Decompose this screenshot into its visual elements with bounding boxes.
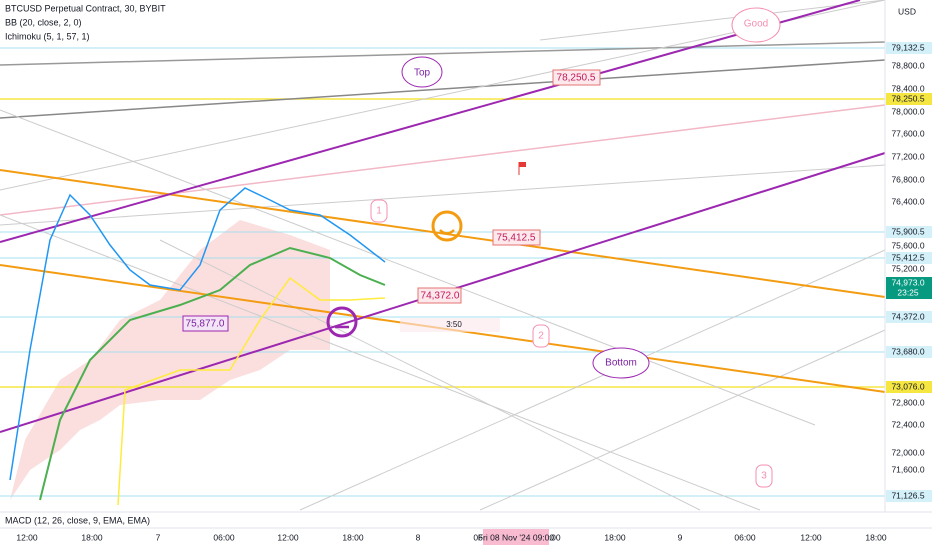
price-label: 74,372.0	[891, 311, 924, 321]
ichimoku-line	[117, 276, 386, 506]
happy-face	[431, 210, 463, 242]
price-label-box	[886, 490, 932, 502]
price-label: 72,000.0	[891, 447, 924, 457]
price-label: 78,400.0	[891, 83, 924, 93]
price-label: 76,400.0	[891, 196, 924, 206]
wave-box	[755, 464, 773, 488]
wave-label: 2	[538, 331, 544, 342]
time-label: 06:00	[213, 532, 235, 542]
time-label: 7	[156, 532, 161, 542]
indicator-label: Ichimoku (5, 1, 57, 1)	[5, 31, 90, 41]
ichimoku-cloud	[10, 220, 330, 500]
price-note-box	[552, 69, 601, 86]
price-note: 78,250.5	[557, 73, 596, 84]
wave-box	[532, 324, 550, 348]
good-bubble	[731, 7, 781, 43]
indicator-label: BB (20, close, 2, 0)	[5, 17, 82, 27]
wave-label: 1	[376, 206, 382, 217]
time-label: 06:00	[734, 532, 756, 542]
time-label: 12:00	[539, 532, 561, 542]
time-label: 18:00	[865, 532, 887, 542]
price-label: 72,800.0	[891, 397, 924, 407]
price-label: 75,412.5	[891, 252, 924, 262]
price-note-box	[182, 315, 229, 332]
price-note-box	[492, 229, 541, 246]
flag	[519, 162, 526, 167]
time-note: 3:50	[446, 320, 462, 329]
price-label: 23:25	[897, 287, 919, 297]
top-bubble	[401, 56, 443, 88]
trendlines	[0, 0, 886, 511]
price-label-box	[886, 252, 932, 264]
price-label: 77,600.0	[891, 128, 924, 138]
price-label: 72,400.0	[891, 419, 924, 429]
top-label: Top	[414, 68, 431, 79]
price-note: 75,877.0	[186, 319, 225, 330]
time-label: 18:00	[81, 532, 103, 542]
price-label-box	[886, 287, 932, 299]
time-label: 18:00	[604, 532, 626, 542]
price-label: 73,680.0	[891, 346, 924, 356]
price-label: 75,900.5	[891, 226, 924, 236]
bollinger-band	[9, 187, 386, 481]
time-label: 12:00	[800, 532, 822, 542]
price-label: 79,132.5	[891, 42, 924, 52]
time-label: 8	[416, 532, 421, 542]
price-label-box	[886, 226, 932, 238]
price-label: 75,600.0	[891, 240, 924, 250]
currency-label: USD	[898, 6, 916, 16]
price-label-box	[886, 42, 932, 54]
price-label: 76,800.0	[891, 174, 924, 184]
price-note-box	[417, 287, 462, 304]
good-label: Good	[744, 19, 768, 30]
price-label: 77,200.0	[891, 151, 924, 161]
annotations: 78,250.5 75,412.5 74,372.0 75,877.0 3:50…	[182, 7, 781, 488]
price-label: 73,076.0	[891, 381, 924, 391]
crosshair-time-box	[483, 529, 549, 545]
price-label: 75,200.0	[891, 263, 924, 273]
price-note: 75,412.5	[497, 233, 536, 244]
crosshair-time: Fri 08 Nov '24 09:00	[478, 532, 555, 542]
symbol-title: BTCUSD Perpetual Contract, 30, BYBIT	[5, 3, 166, 13]
price-note: 74,372.0	[421, 291, 460, 302]
price-label-box	[886, 277, 932, 289]
time-label: 12:00	[277, 532, 299, 542]
wave-label: 3	[761, 471, 767, 482]
time-label: 9	[678, 532, 683, 542]
bottom-bubble	[592, 347, 650, 379]
range-box	[400, 318, 500, 332]
time-label: 18:00	[342, 532, 364, 542]
price-label: 78,250.5	[891, 93, 924, 103]
neutral-face	[326, 306, 358, 338]
price-label: 78,000.0	[891, 106, 924, 116]
price-label-box	[886, 381, 932, 393]
bollinger-basis	[39, 246, 386, 501]
macd-label: MACD (12, 26, close, 9, EMA, EMA)	[5, 515, 150, 525]
price-label: 74,973.0	[891, 277, 924, 287]
price-label-box	[886, 311, 932, 323]
smile	[439, 229, 455, 235]
price-label: 71,126.5	[891, 490, 924, 500]
bottom-label: Bottom	[605, 358, 637, 369]
price-label: 78,800.0	[891, 60, 924, 70]
price-label-box	[886, 93, 932, 105]
price-label: 71,600.0	[891, 464, 924, 474]
time-label: 12:00	[16, 532, 38, 542]
wave-box	[370, 199, 388, 223]
price-labels: 79,132.5 78,800.0 78,400.078,250.5 78,000.0…	[886, 42, 932, 502]
price-label-box	[886, 346, 932, 358]
